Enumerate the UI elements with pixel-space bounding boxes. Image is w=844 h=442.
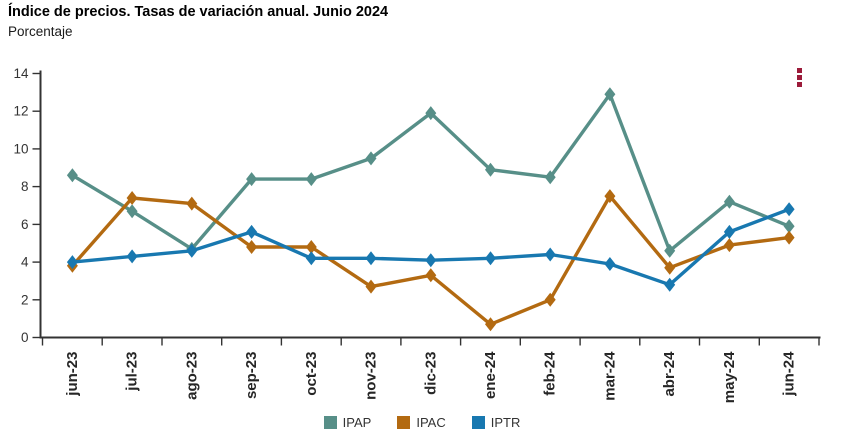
legend: IPAP IPAC IPTR xyxy=(0,415,844,430)
data-point-IPAC-sep-23[interactable] xyxy=(246,240,258,254)
data-point-IPTR-jun-24[interactable] xyxy=(783,202,795,217)
data-point-IPAP-feb-24[interactable] xyxy=(544,170,556,185)
kebab-dot xyxy=(797,68,802,73)
legend-item-IPAC[interactable]: IPAC xyxy=(397,415,446,430)
data-point-IPTR-oct-23[interactable] xyxy=(305,251,317,266)
x-axis-tick-label: jul-23 xyxy=(124,352,141,392)
data-point-IPAC-abr-24[interactable] xyxy=(664,260,676,275)
kebab-dot xyxy=(797,75,802,80)
y-axis-tick-label: 10 xyxy=(13,141,28,156)
y-axis-tick-label: 8 xyxy=(21,179,29,194)
x-axis-tick-label: jun-23 xyxy=(64,352,81,397)
data-point-IPAP-oct-23[interactable] xyxy=(305,172,317,187)
y-axis: 0 2 4 6 8 10 12 14 xyxy=(13,66,42,345)
data-point-IPTR-feb-24[interactable] xyxy=(544,247,556,262)
data-point-IPAC-nov-23[interactable] xyxy=(365,279,377,294)
y-axis-tick-label: 6 xyxy=(21,217,29,232)
line-chart-canvas: 0 2 4 6 8 10 12 14 jun-23 jul-23 ago-23 sep-23 oct-2… xyxy=(13,66,821,403)
legend-label-IPAP: IPAP xyxy=(342,415,372,430)
x-axis-tick-label: feb-24 xyxy=(542,351,559,396)
x-axis-tick-label: may-24 xyxy=(721,351,738,403)
x-axis: jun-23 jul-23 ago-23 sep-23 oct-23 nov-23 dic-… xyxy=(39,336,821,403)
data-point-IPAC-mar-24[interactable] xyxy=(604,189,616,204)
y-axis-tick-label: 2 xyxy=(21,292,29,307)
chart-title: Índice de precios. Tasas de variación an… xyxy=(8,4,389,20)
x-axis-tick-label: ene-24 xyxy=(482,351,499,399)
x-axis-tick-label: ago-23 xyxy=(183,352,200,400)
data-point-IPAC-feb-24[interactable] xyxy=(544,292,556,307)
legend-item-IPAP[interactable]: IPAP xyxy=(323,415,372,430)
data-point-IPAP-mar-24[interactable] xyxy=(604,87,616,102)
legend-swatch-IPAC xyxy=(397,416,411,429)
data-point-IPAP-ene-24[interactable] xyxy=(485,162,496,177)
legend-swatch-IPTR xyxy=(471,416,485,429)
data-point-IPAC-oct-23[interactable] xyxy=(305,240,317,254)
data-point-IPAC-jun-24[interactable] xyxy=(783,230,795,245)
data-point-IPTR-sep-23[interactable] xyxy=(246,224,258,239)
data-point-IPAC-dic-23[interactable] xyxy=(425,268,437,283)
data-point-IPAP-sep-23[interactable] xyxy=(246,172,258,187)
data-point-IPTR-abr-24[interactable] xyxy=(664,277,676,292)
data-point-IPTR-dic-23[interactable] xyxy=(425,253,437,268)
data-point-IPAC-ago-23[interactable] xyxy=(186,196,198,211)
legend-label-IPTR: IPTR xyxy=(490,415,521,430)
x-axis-tick-label: abr-24 xyxy=(661,351,678,397)
data-point-IPTR-ene-24[interactable] xyxy=(485,251,496,266)
data-point-IPAC-ene-24[interactable] xyxy=(485,317,496,332)
data-point-IPTR-nov-23[interactable] xyxy=(365,251,377,266)
context-menu-button[interactable] xyxy=(796,67,803,88)
data-point-IPAC-may-24[interactable] xyxy=(723,238,735,253)
data-point-IPAP-may-24[interactable] xyxy=(723,194,735,209)
y-axis-tick-label: 14 xyxy=(13,66,29,81)
legend-label-IPAC: IPAC xyxy=(416,415,446,430)
legend-swatch-IPAP xyxy=(323,416,337,429)
kebab-dot xyxy=(797,82,802,87)
data-point-IPAP-dic-23[interactable] xyxy=(425,106,437,121)
x-axis-tick-label: mar-24 xyxy=(601,351,618,401)
data-point-IPAP-jun-23[interactable] xyxy=(66,168,78,183)
y-axis-tick-label: 0 xyxy=(21,330,29,345)
data-point-IPTR-jul-23[interactable] xyxy=(126,249,138,264)
data-point-IPAP-nov-23[interactable] xyxy=(365,151,377,166)
series-IPAP xyxy=(66,87,795,258)
chart-subtitle: Porcentaje xyxy=(8,24,73,39)
data-point-IPAP-jun-24[interactable] xyxy=(783,219,795,234)
data-point-IPTR-may-24[interactable] xyxy=(723,224,735,239)
data-point-IPTR-ago-23[interactable] xyxy=(186,243,198,258)
y-axis-tick-label: 4 xyxy=(21,255,29,270)
data-point-IPTR-mar-24[interactable] xyxy=(604,257,616,271)
legend-item-IPTR[interactable]: IPTR xyxy=(471,415,521,430)
data-point-IPAC-jul-23[interactable] xyxy=(126,191,138,205)
series-IPTR xyxy=(66,202,795,292)
y-axis-tick-label: 12 xyxy=(13,104,28,119)
x-axis-tick-label: jun-24 xyxy=(781,351,798,397)
data-point-IPTR-jun-23[interactable] xyxy=(66,255,78,270)
x-axis-tick-label: oct-23 xyxy=(303,352,320,396)
data-point-IPAP-abr-24[interactable] xyxy=(664,243,676,258)
data-point-IPAP-jul-23[interactable] xyxy=(126,204,138,219)
x-axis-tick-label: sep-23 xyxy=(243,352,260,400)
x-axis-tick-label: dic-23 xyxy=(422,352,439,395)
x-axis-tick-label: nov-23 xyxy=(363,352,380,400)
